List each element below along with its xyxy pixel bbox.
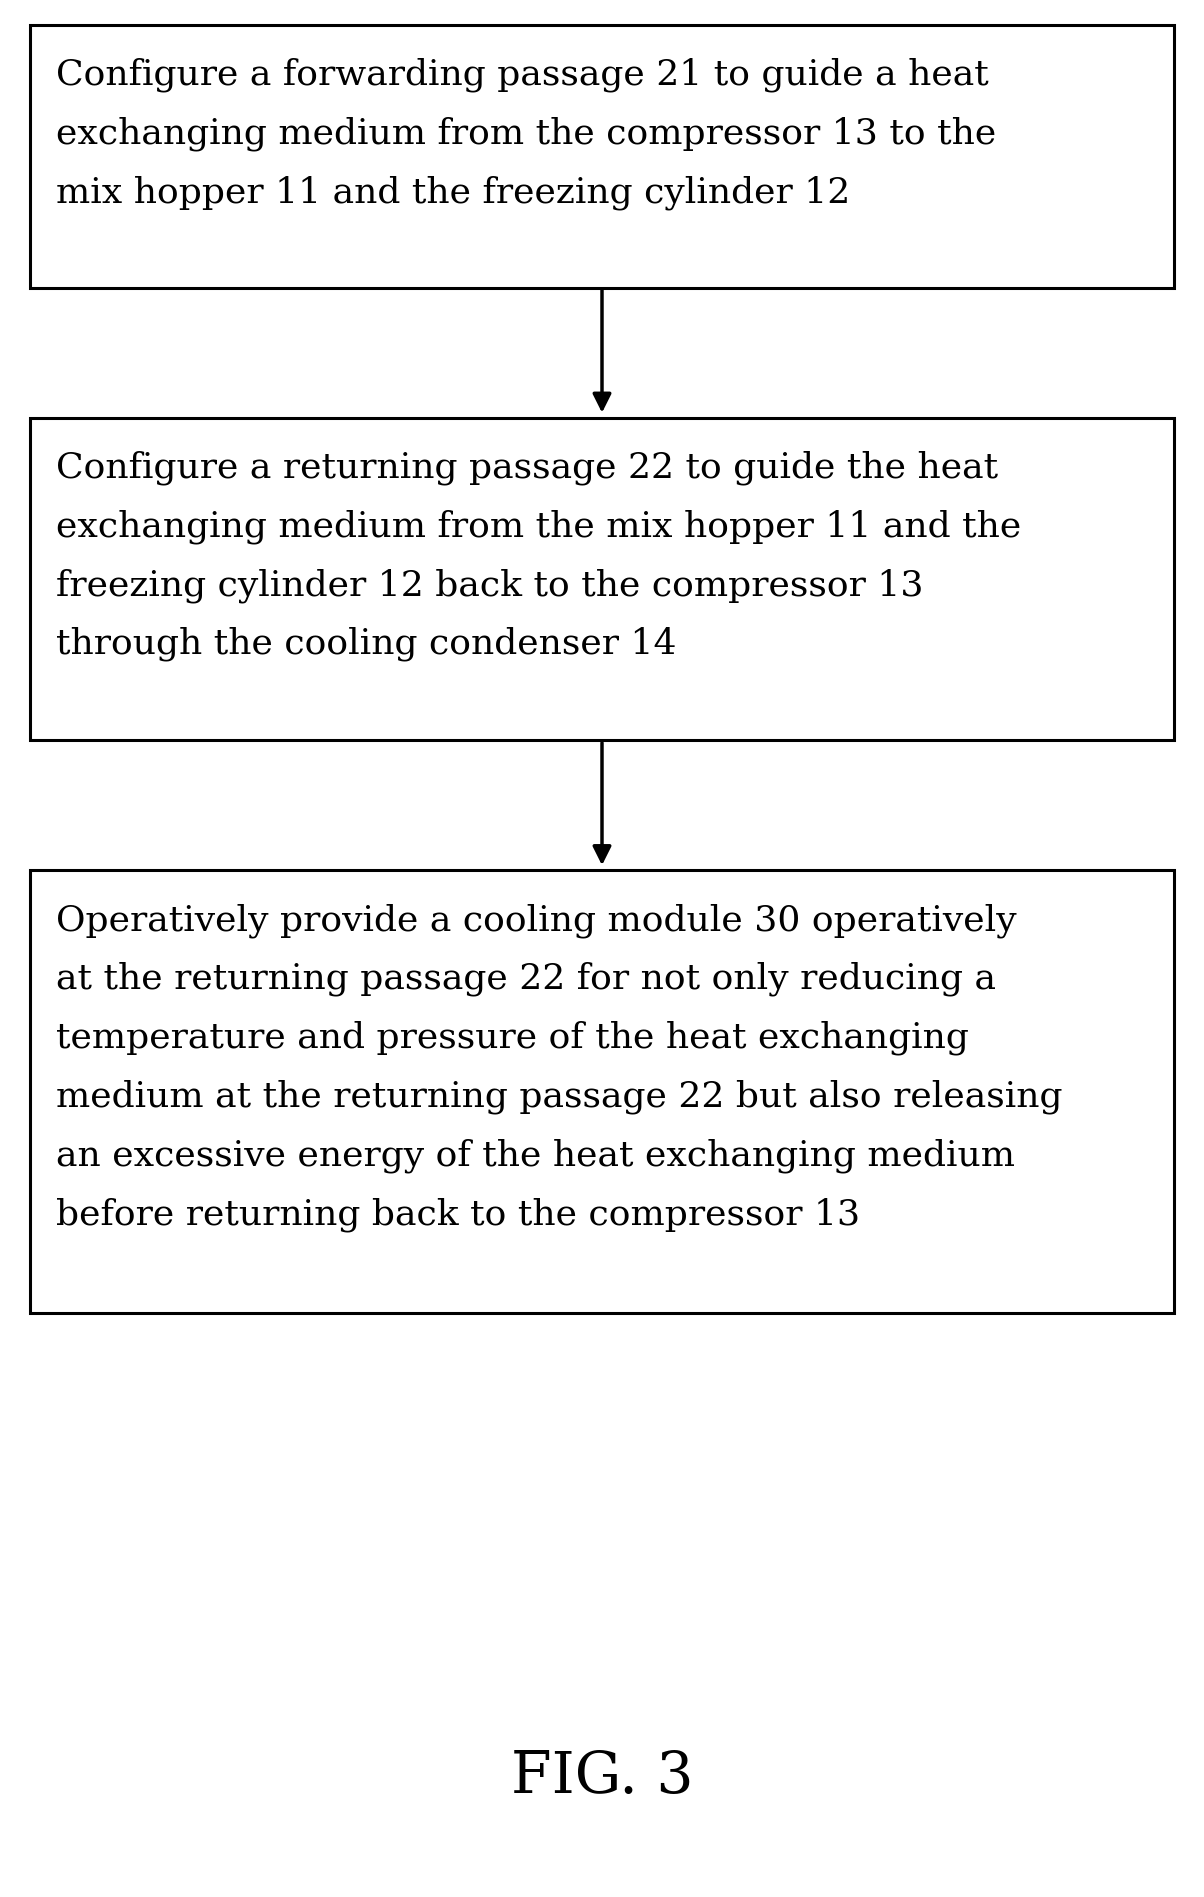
Text: FIG. 3: FIG. 3 [510, 1749, 694, 1806]
Bar [30, 871, 1174, 1313]
Bar [30, 25, 1174, 288]
Text: Configure a forwarding passage 21 to guide a heat
exchanging medium from the com: Configure a forwarding passage 21 to gui… [57, 59, 997, 211]
Text: Configure a returning passage 22 to guide the heat
exchanging medium from the mi: Configure a returning passage 22 to guid… [57, 450, 1022, 662]
Bar [30, 417, 1174, 740]
Text: Operatively provide a cooling module 30 operatively
at the returning passage 22 : Operatively provide a cooling module 30 … [57, 903, 1063, 1231]
